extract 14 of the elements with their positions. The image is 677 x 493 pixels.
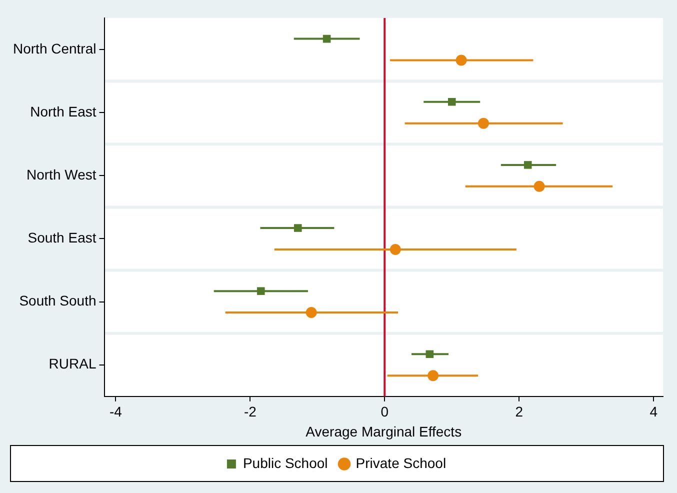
y-tick-label: North West [26, 166, 96, 183]
x-tick-label: 2 [515, 404, 524, 420]
y-tick-label: South East [28, 230, 96, 246]
x-axis-title: Average Marginal Effects [306, 423, 462, 440]
x-tick-label: 0 [380, 404, 389, 420]
legend-label: Private School [356, 454, 446, 471]
legend-label: Public School [242, 454, 328, 471]
y-tick-label: South South [19, 292, 96, 309]
x-tick-label: 4 [650, 404, 658, 420]
y-tick-label: North East [30, 103, 96, 120]
y-tick-label: RURAL [48, 356, 96, 372]
y-tick-label: North Central [12, 40, 96, 56]
x-tick-label: -4 [109, 404, 122, 420]
x-tick-label: -2 [244, 404, 257, 420]
